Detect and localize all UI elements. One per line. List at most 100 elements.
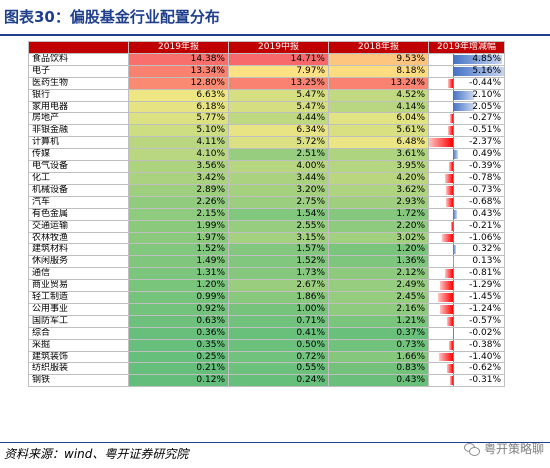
change-value: -0.27%	[469, 113, 501, 124]
value-y19h: 5.72%	[228, 136, 329, 150]
value-y19a: 5.77%	[128, 112, 229, 126]
industry-name: 国防军工	[28, 314, 129, 328]
change-cell: -0.57%	[428, 314, 505, 328]
change-axis	[452, 328, 454, 339]
change-cell: -1.06%	[428, 231, 505, 245]
change-bar	[450, 221, 453, 231]
industry-name: 房地产	[28, 112, 129, 126]
change-value: -0.38%	[469, 339, 501, 350]
value-y19h: 1.73%	[228, 267, 329, 281]
table-row: 电气设备 3.56% 4.00% 3.95% -0.39%	[28, 160, 505, 173]
value-y19a: 0.92%	[128, 302, 229, 316]
value-y19h: 1.00%	[228, 302, 329, 316]
value-y18a: 2.49%	[328, 279, 429, 293]
change-axis	[452, 363, 454, 374]
value-y19a: 4.11%	[128, 136, 229, 150]
value-y19a: 0.25%	[128, 350, 229, 364]
change-bar	[452, 150, 458, 160]
change-value: -1.06%	[469, 232, 501, 243]
change-cell: -1.29%	[428, 279, 505, 293]
change-value: -0.39%	[469, 161, 501, 172]
value-y19a: 1.99%	[128, 219, 229, 233]
header-industry	[28, 41, 129, 54]
change-cell: 0.49%	[428, 148, 505, 162]
table-row: 交通运输 1.99% 2.55% 2.20% -0.21%	[28, 219, 505, 233]
change-bar	[449, 376, 453, 386]
change-cell: -1.45%	[428, 291, 505, 304]
value-y19h: 0.71%	[228, 314, 329, 328]
value-y19h: 1.86%	[228, 291, 329, 304]
value-y19h: 2.75%	[228, 195, 329, 209]
change-axis	[452, 78, 454, 89]
change-axis	[452, 161, 454, 172]
change-axis	[452, 221, 454, 232]
table-row: 建筑材料 1.52% 1.57% 1.20% 0.32%	[28, 243, 505, 257]
value-y19a: 13.34%	[128, 64, 229, 78]
value-y18a: 2.93%	[328, 195, 429, 209]
value-y19h: 5.47%	[228, 100, 329, 114]
change-bar	[452, 209, 458, 219]
footer-divider	[0, 442, 550, 443]
change-cell: -2.37%	[428, 136, 505, 150]
industry-name: 建筑材料	[28, 243, 129, 257]
value-y19a: 3.42%	[128, 171, 229, 185]
change-value: -0.51%	[469, 125, 501, 136]
change-value: -0.78%	[469, 172, 501, 183]
table-row: 机械设备 2.89% 3.20% 3.62% -0.73%	[28, 183, 505, 197]
value-y18a: 4.52%	[328, 88, 429, 102]
industry-name: 传媒	[28, 148, 129, 162]
allocation-table: 2019年报 2019中报 2018年报 2019年增减幅 食品饮料 14.38%…	[28, 41, 505, 388]
value-y18a: 0.83%	[328, 362, 429, 376]
value-y19h: 4.00%	[228, 160, 329, 173]
industry-name: 建筑装饰	[28, 350, 129, 364]
industry-name: 通信	[28, 267, 129, 281]
change-value: -0.21%	[469, 220, 501, 231]
industry-name: 有色金属	[28, 207, 129, 221]
value-y19a: 1.52%	[128, 243, 229, 257]
change-bar	[452, 257, 455, 267]
industry-name: 休闲服务	[28, 255, 129, 269]
industry-name: 纺织服装	[28, 362, 129, 376]
change-value: -1.29%	[469, 280, 501, 291]
change-value: 0.43%	[472, 208, 501, 219]
change-value: 5.16%	[472, 65, 501, 76]
industry-name: 医药生物	[28, 76, 129, 90]
value-y19a: 0.35%	[128, 338, 229, 352]
change-bar	[448, 162, 453, 171]
industry-name: 家用电器	[28, 100, 129, 114]
value-y18a: 9.53%	[328, 52, 429, 66]
change-cell: 2.10%	[428, 88, 505, 102]
change-cell: 0.32%	[428, 243, 505, 257]
table-row: 有色金属 2.15% 1.54% 1.72% 0.43%	[28, 207, 505, 221]
change-bar	[452, 102, 474, 112]
table-row: 商业贸易 1.20% 2.67% 2.49% -1.29%	[28, 279, 505, 293]
change-value: -0.62%	[469, 363, 501, 374]
change-value: 0.32%	[472, 244, 501, 255]
change-bar	[452, 90, 475, 100]
industry-name: 农林牧渔	[28, 231, 129, 245]
value-y19a: 6.63%	[128, 88, 229, 102]
value-y18a: 5.61%	[328, 124, 429, 138]
value-y19h: 0.41%	[228, 326, 329, 340]
value-y18a: 3.02%	[328, 231, 429, 245]
table-row: 农林牧渔 1.97% 3.15% 3.02% -1.06%	[28, 231, 505, 245]
change-value: 2.05%	[472, 101, 501, 112]
change-cell: -0.02%	[428, 326, 505, 340]
change-cell: -0.73%	[428, 183, 505, 197]
industry-name: 轻工制造	[28, 291, 129, 304]
watermark-text: 粤开策略聊	[483, 442, 544, 456]
table-row: 纺织服装 0.21% 0.55% 0.83% -0.62%	[28, 362, 505, 376]
value-y18a: 4.14%	[328, 100, 429, 114]
value-y19a: 14.38%	[128, 52, 229, 66]
value-y19h: 0.72%	[228, 350, 329, 364]
change-bar	[438, 293, 453, 302]
table-row: 电子 13.34% 7.97% 8.18% 5.16%	[28, 64, 505, 78]
value-y18a: 13.24%	[328, 76, 429, 90]
change-cell: -0.39%	[428, 160, 505, 173]
header-2019-interim: 2019中报	[228, 41, 329, 54]
change-value: -0.57%	[469, 315, 501, 326]
value-y18a: 1.36%	[328, 255, 429, 269]
table-row: 综合 0.36% 0.41% 0.37% -0.02%	[28, 326, 505, 340]
change-cell: -0.38%	[428, 338, 505, 352]
change-bar	[446, 197, 453, 207]
